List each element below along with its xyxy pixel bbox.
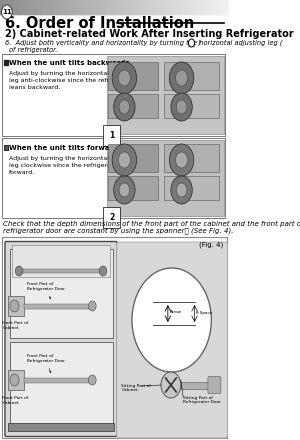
Text: When the unit tilts backwards.: When the unit tilts backwards. xyxy=(9,60,133,66)
Text: Adjust by turning the horizontal adjusting
leg clockwise since the refrigerator : Adjust by turning the horizontal adjusti… xyxy=(9,156,140,175)
Bar xyxy=(24,304,92,309)
Bar xyxy=(24,378,92,383)
Bar xyxy=(107,140,224,216)
FancyBboxPatch shape xyxy=(208,377,221,393)
Circle shape xyxy=(176,70,188,86)
Circle shape xyxy=(176,183,187,197)
Text: Arrow: Arrow xyxy=(170,310,182,314)
Circle shape xyxy=(10,300,19,312)
Bar xyxy=(108,62,158,90)
Text: Front Part of
Refrigerator Door: Front Part of Refrigerator Door xyxy=(27,282,64,299)
Text: Front Part of
Cabinet: Front Part of Cabinet xyxy=(2,310,29,330)
Text: 1: 1 xyxy=(109,131,114,140)
Text: Front Part of
Cabinet: Front Part of Cabinet xyxy=(2,384,29,405)
Bar xyxy=(108,144,158,172)
Circle shape xyxy=(88,301,96,311)
Circle shape xyxy=(10,374,19,386)
Text: 6. Order of Installation: 6. Order of Installation xyxy=(5,15,195,30)
Bar xyxy=(10,342,113,430)
Text: 2) Cabinet-related Work After Inserting Refrigerator: 2) Cabinet-related Work After Inserting … xyxy=(5,29,294,39)
Bar xyxy=(164,176,219,200)
Bar xyxy=(4,59,8,65)
Text: refrigerator door are constant by using the spannerⓇ (See Fig. 4).: refrigerator door are constant by using … xyxy=(3,227,234,235)
Text: Adjust by turning the horizontal adjusting
leg anti-clockwise since the refriger: Adjust by turning the horizontal adjusti… xyxy=(9,71,140,90)
Circle shape xyxy=(169,144,194,176)
Bar xyxy=(19,269,103,273)
Circle shape xyxy=(88,375,96,385)
Bar xyxy=(8,423,115,431)
Bar xyxy=(2,138,225,218)
Text: Sitting Part of
Cabinet: Sitting Part of Cabinet xyxy=(121,384,151,392)
Bar xyxy=(108,176,158,200)
Text: 11: 11 xyxy=(2,9,12,15)
Bar xyxy=(164,62,219,90)
Bar xyxy=(12,245,110,277)
Text: δ Space: δ Space xyxy=(196,311,212,315)
Text: When the unit tilts forwards.: When the unit tilts forwards. xyxy=(9,145,125,151)
FancyBboxPatch shape xyxy=(5,242,117,436)
Bar xyxy=(4,144,8,150)
Text: Front Part of
Refrigerator Door: Front Part of Refrigerator Door xyxy=(27,354,64,373)
Bar xyxy=(10,249,113,338)
Circle shape xyxy=(114,176,135,204)
Circle shape xyxy=(188,39,195,47)
Text: Sitting Part of
Refrigerator Door: Sitting Part of Refrigerator Door xyxy=(183,396,221,404)
Circle shape xyxy=(176,100,187,114)
Text: (Fig. 4): (Fig. 4) xyxy=(199,242,223,248)
FancyBboxPatch shape xyxy=(117,242,227,438)
Circle shape xyxy=(119,100,130,114)
Circle shape xyxy=(15,266,23,276)
Circle shape xyxy=(161,372,181,398)
Circle shape xyxy=(118,152,130,168)
Circle shape xyxy=(169,62,194,94)
Text: 6.  Adjust both verticality and horizontality by turning the horizontal adjustin: 6. Adjust both verticality and horizonta… xyxy=(5,40,283,46)
Bar xyxy=(164,144,219,172)
Bar xyxy=(108,94,158,118)
Circle shape xyxy=(132,268,212,372)
Circle shape xyxy=(99,266,107,276)
Bar xyxy=(8,370,24,390)
Circle shape xyxy=(171,93,192,121)
Bar xyxy=(8,296,24,316)
Circle shape xyxy=(118,70,130,86)
Text: Front Part of Refrigerator Door: Front Part of Refrigerator Door xyxy=(28,259,94,263)
Bar xyxy=(181,381,212,389)
Circle shape xyxy=(114,93,135,121)
Bar xyxy=(164,94,219,118)
Text: of refrigerator.: of refrigerator. xyxy=(9,47,58,53)
Circle shape xyxy=(112,62,136,94)
Bar xyxy=(2,237,226,438)
Bar xyxy=(107,56,224,134)
Text: Check that the depth dimensions of the front part of the cabinet and the front p: Check that the depth dimensions of the f… xyxy=(3,221,300,227)
Circle shape xyxy=(171,176,192,204)
Text: 2: 2 xyxy=(109,213,114,222)
Circle shape xyxy=(119,183,130,197)
Text: ): ) xyxy=(196,40,201,46)
Circle shape xyxy=(176,152,188,168)
Text: Spanner: Spanner xyxy=(52,267,70,271)
Circle shape xyxy=(2,5,12,19)
Bar xyxy=(2,54,225,136)
Circle shape xyxy=(112,144,136,176)
